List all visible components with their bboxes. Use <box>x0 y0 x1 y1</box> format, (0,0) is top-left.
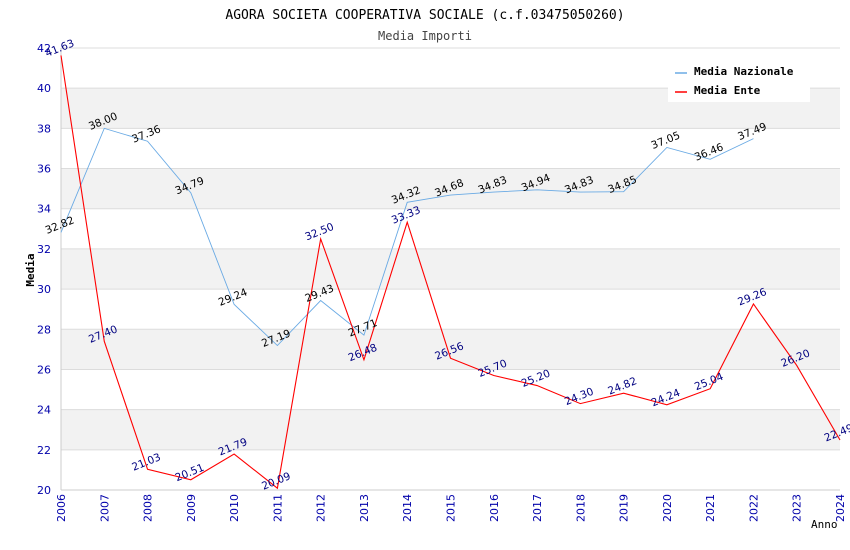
x-tick-label: 2014 <box>401 494 414 522</box>
grid-band <box>61 248 840 290</box>
x-tick-label: 2009 <box>185 494 198 522</box>
grid-band <box>61 168 840 209</box>
x-tick-label: 2015 <box>445 494 458 522</box>
y-tick-label: 22 <box>37 444 51 457</box>
y-tick-label: 32 <box>37 243 51 256</box>
grid-band <box>61 449 840 490</box>
y-tick-label: 34 <box>37 203 51 216</box>
y-tick-label: 30 <box>37 283 51 296</box>
y-tick-label: 42 <box>37 42 51 55</box>
y-tick-labels: 20 22 24 26 28 30 32 34 36 38 40 42 <box>37 42 51 497</box>
grid-band <box>61 289 840 330</box>
y-tick-label: 38 <box>37 122 51 135</box>
grid-band <box>61 369 840 410</box>
grid-band <box>61 409 840 450</box>
x-tick-label: 2007 <box>98 494 111 522</box>
y-tick-label: 40 <box>37 82 51 95</box>
y-tick-label: 24 <box>37 404 51 417</box>
legend-label-ente: Media Ente <box>694 84 761 97</box>
y-tick-label: 26 <box>37 363 51 376</box>
chart-title: AGORA SOCIETA COOPERATIVA SOCIALE (c.f.0… <box>225 8 624 23</box>
grid-band <box>61 128 840 169</box>
x-tick-label: 2012 <box>315 494 328 522</box>
x-tick-label: 2019 <box>618 494 631 522</box>
x-tick-label: 2022 <box>747 494 760 522</box>
x-tick-label: 2010 <box>228 494 241 522</box>
x-tick-label: 2023 <box>791 494 804 522</box>
grid-band <box>61 208 840 249</box>
series-line-media-nazionale <box>60 127 754 347</box>
axes <box>60 48 840 491</box>
y-axis-label: Media <box>24 253 37 286</box>
y-tick-label: 20 <box>37 484 51 497</box>
x-tick-label: 2018 <box>574 494 587 522</box>
x-tick-label: 2011 <box>271 494 284 522</box>
grid-band <box>61 329 840 370</box>
x-tick-label: 2006 <box>55 494 68 522</box>
x-tick-label: 2013 <box>358 494 371 522</box>
x-tick-labels: 2006 2007 2008 2009 2010 2011 2012 2013 2014 2015… <box>55 494 847 522</box>
x-axis-label: Anno <box>811 518 838 531</box>
y-tick-label: 28 <box>37 323 51 336</box>
x-tick-label: 2021 <box>704 494 717 522</box>
x-tick-label: 2017 <box>531 494 544 522</box>
legend: Media Nazionale Media Ente <box>668 60 810 102</box>
x-tick-label: 2024 <box>834 494 847 522</box>
x-tick-label: 2008 <box>142 494 155 522</box>
series-line-media-ente <box>60 55 841 490</box>
chart-subtitle: Media Importi <box>378 29 472 43</box>
grid-bands <box>61 48 840 490</box>
legend-label-nazionale: Media Nazionale <box>694 65 794 78</box>
x-tick-label: 2016 <box>488 494 501 522</box>
series-lines <box>60 55 841 490</box>
x-tick-label: 2020 <box>661 494 674 522</box>
y-tick-label: 36 <box>37 163 51 176</box>
legend-box <box>668 60 810 102</box>
